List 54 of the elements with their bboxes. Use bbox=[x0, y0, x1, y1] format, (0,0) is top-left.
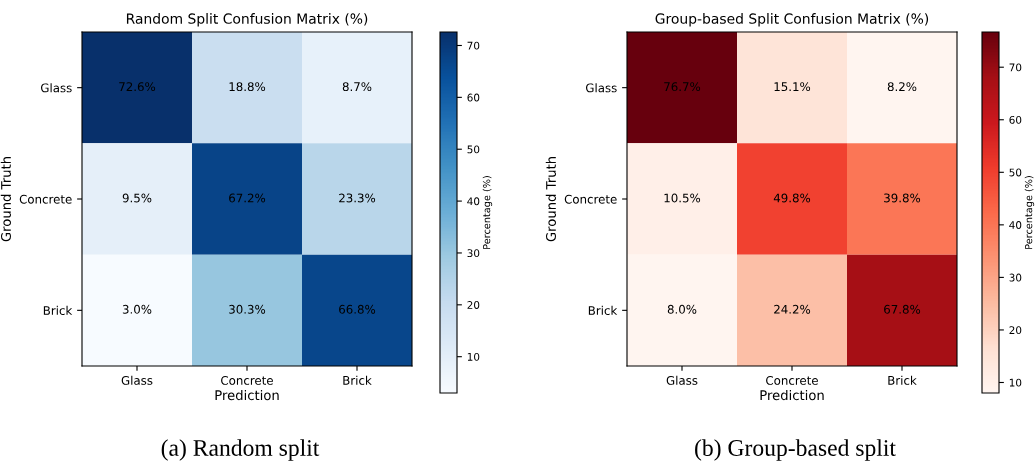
text: (a) Random split bbox=[161, 439, 320, 461]
color-bar-label: 70 bbox=[1009, 63, 1022, 72]
color-bar-label: 60 bbox=[467, 93, 480, 102]
data-label: 39.8% bbox=[884, 193, 921, 203]
data-label: 72.6% bbox=[119, 82, 156, 92]
x-axis-title: Prediction bbox=[760, 389, 824, 401]
data-label: 8.0% bbox=[667, 304, 697, 314]
text: (b) Group-based split bbox=[695, 439, 896, 461]
color-bar-label: 40 bbox=[1009, 221, 1022, 229]
y-axis-title: Ground Truth bbox=[0, 157, 11, 242]
data-label: 30.3% bbox=[229, 304, 266, 314]
color-bar-label: 50 bbox=[467, 145, 480, 154]
x-tick-label: Glass bbox=[666, 375, 698, 385]
color-bar-label: 70 bbox=[467, 41, 480, 50]
color-bar-label: 50 bbox=[1009, 168, 1022, 177]
data-label: 23.3% bbox=[339, 193, 376, 203]
color-bar-label: 30 bbox=[467, 249, 480, 258]
data-label: 24.2% bbox=[774, 304, 811, 314]
color-bar-label: 60 bbox=[1009, 115, 1022, 124]
y-tick-label: Glass bbox=[585, 83, 617, 93]
color-bar-label: 20 bbox=[467, 301, 480, 309]
x-axis-title: Prediction bbox=[215, 389, 279, 401]
x-tick-label: Brick bbox=[888, 375, 917, 385]
data-label: 76.7% bbox=[664, 82, 701, 92]
data-label: 8.7% bbox=[342, 82, 372, 92]
data-label: 8.2% bbox=[887, 82, 917, 92]
data-label: 15.1% bbox=[774, 82, 811, 92]
chart-title: Random Split Confusion Matrix (%) bbox=[126, 13, 368, 27]
x-tick-label: Concrete bbox=[221, 375, 273, 385]
color-bar-label: 30 bbox=[1009, 273, 1022, 282]
data-label: 18.8% bbox=[229, 82, 266, 92]
color-bar-title: Percentage (%) bbox=[1024, 176, 1035, 249]
color-bar-label: 40 bbox=[467, 197, 480, 206]
x-tick-label: Concrete bbox=[766, 375, 818, 385]
y-tick-label: Brick bbox=[588, 305, 618, 315]
color-bar-title: Percentage (%) bbox=[482, 176, 493, 249]
data-label: 3.0% bbox=[122, 304, 152, 314]
x-tick-label: Glass bbox=[121, 375, 153, 385]
data-label: 66.8% bbox=[339, 304, 376, 314]
y-tick-label: Concrete bbox=[19, 194, 72, 204]
data-label: 9.5% bbox=[122, 193, 152, 203]
y-tick-label: Concrete bbox=[564, 194, 617, 204]
y-tick-label: Glass bbox=[40, 83, 72, 93]
data-label: 49.8% bbox=[773, 193, 811, 203]
color-bar-label: 10 bbox=[1009, 378, 1022, 387]
chart-title: Group-based Split Confusion Matrix (%) bbox=[655, 13, 929, 27]
y-axis-title: Ground Truth bbox=[545, 157, 556, 242]
data-label: 10.5% bbox=[664, 193, 701, 203]
color-bar-label: 10 bbox=[467, 352, 480, 361]
color-bar-label: 20 bbox=[1009, 326, 1022, 335]
y-tick-label: Brick bbox=[43, 305, 73, 315]
data-label: 67.2% bbox=[229, 193, 266, 203]
data-label: 67.8% bbox=[884, 304, 921, 314]
x-tick-label: Brick bbox=[343, 375, 372, 385]
